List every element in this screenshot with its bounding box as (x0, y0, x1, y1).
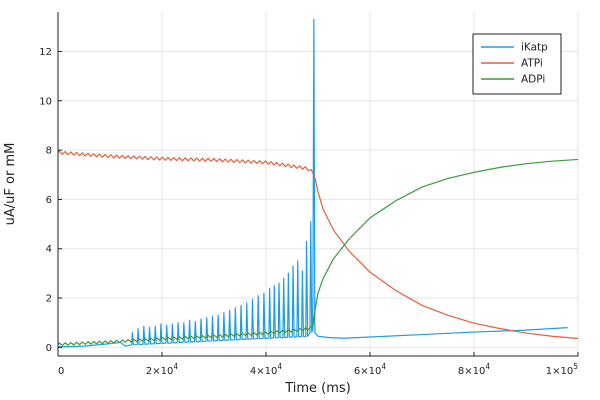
x-tick-label: 0 (58, 366, 64, 377)
x-tick-label: 1×105 (546, 362, 578, 377)
x-tick-label: 8×104 (458, 362, 490, 377)
y-tick-label: 0 (46, 343, 52, 354)
series-line-ikatp (57, 18, 568, 348)
series-layer (57, 18, 579, 348)
legend-label: iKatp (521, 42, 548, 54)
y-tick-label: 10 (39, 96, 52, 107)
axes (57, 12, 578, 357)
x-ticks: 0 2×104 4×104 6×104 8×104 1×105 (57, 352, 579, 377)
legend-box (472, 33, 562, 95)
y-tick-label: 12 (39, 47, 52, 58)
y-tick-label: 4 (46, 244, 52, 255)
y-axis-title: uA/uF or mM (3, 143, 18, 226)
legend-label: ADPi (521, 74, 545, 86)
grid (57, 12, 579, 356)
x-tick-label: 4×104 (250, 362, 282, 377)
y-tick-label: 8 (46, 146, 52, 157)
y-ticks: 0 2 4 6 8 10 12 (39, 47, 62, 354)
series-line-adpi (57, 158, 579, 347)
legend: iKatp ATPi ADPi (472, 33, 562, 95)
x-tick-label: 6×104 (354, 362, 386, 377)
legend-label: ATPi (521, 58, 543, 70)
x-tick-label: 2×104 (146, 362, 178, 377)
y-tick-label: 6 (46, 195, 52, 206)
y-tick-label: 2 (46, 294, 52, 305)
x-axis-title: Time (ms) (284, 381, 351, 396)
series-line-atpi (57, 150, 579, 340)
